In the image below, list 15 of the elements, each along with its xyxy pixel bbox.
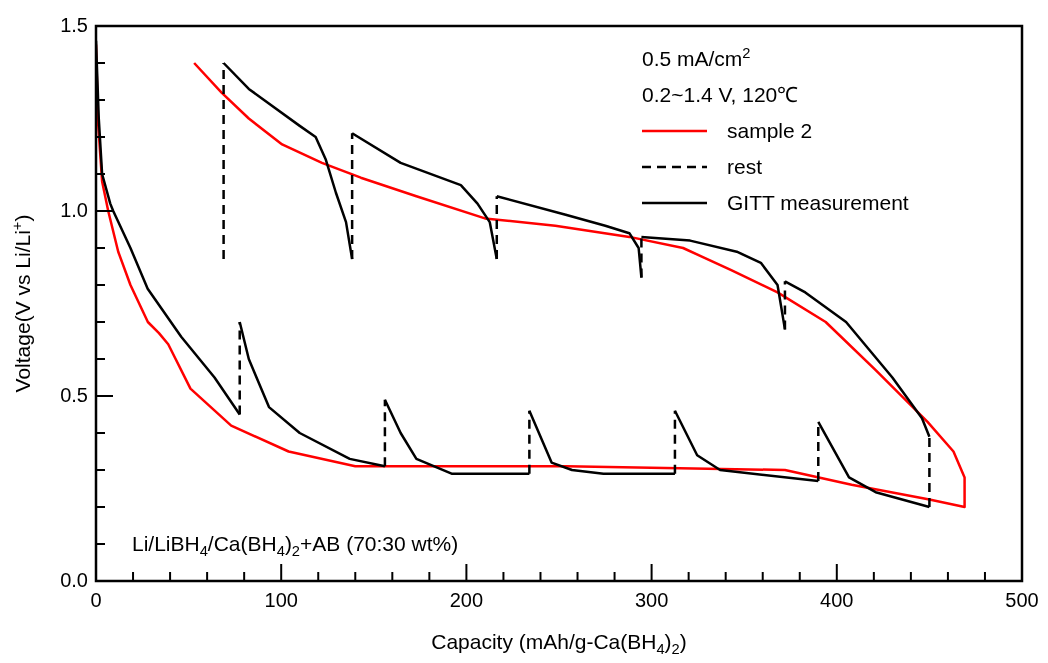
y-tick-label: 1.0 bbox=[60, 198, 88, 221]
x-tick-label: 500 bbox=[1005, 588, 1039, 611]
y-axis-title: Voltage(V vs Li/Li+) bbox=[9, 214, 34, 393]
x-tick-label: 0 bbox=[90, 588, 102, 611]
y-tick-label: 0.0 bbox=[60, 568, 88, 591]
legend-label: rest bbox=[727, 155, 763, 178]
legend-label: GITT measurement bbox=[727, 191, 909, 214]
legend-label: sample 2 bbox=[727, 119, 813, 142]
annotation: 0.2~1.4 V, 120℃ bbox=[642, 83, 799, 106]
x-tick-label: 100 bbox=[264, 588, 298, 611]
y-tick-label: 0.5 bbox=[60, 383, 88, 406]
x-tick-label: 200 bbox=[449, 588, 484, 611]
y-tick-label: 1.5 bbox=[60, 13, 88, 36]
x-tick-label: 400 bbox=[820, 588, 854, 611]
x-tick-label: 300 bbox=[634, 588, 669, 611]
